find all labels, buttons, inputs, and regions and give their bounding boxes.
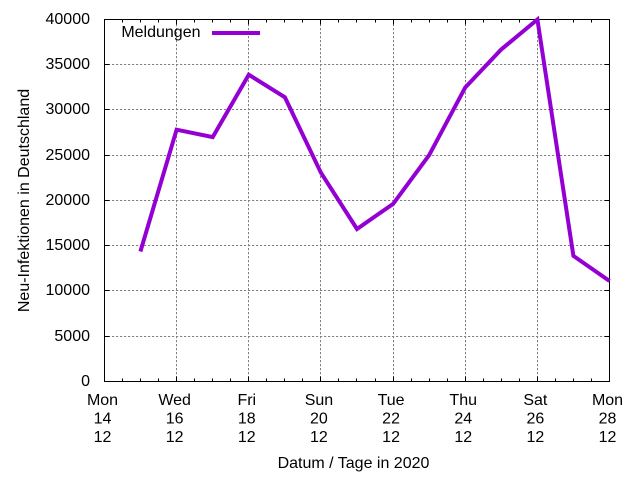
svg-text:12: 12 [310, 429, 328, 446]
svg-text:35000: 35000 [46, 56, 91, 73]
svg-text:25000: 25000 [46, 147, 91, 164]
svg-text:22: 22 [382, 411, 400, 428]
svg-text:Thu: Thu [449, 392, 477, 409]
svg-text:10000: 10000 [46, 282, 91, 299]
svg-text:12: 12 [454, 429, 472, 446]
svg-text:18: 18 [238, 411, 256, 428]
svg-text:12: 12 [94, 429, 112, 446]
svg-text:24: 24 [454, 411, 472, 428]
svg-text:12: 12 [599, 429, 617, 446]
svg-text:26: 26 [526, 411, 544, 428]
svg-text:12: 12 [238, 429, 256, 446]
svg-text:Neu-Infektionen in Deutschland: Neu-Infektionen in Deutschland [16, 89, 33, 312]
svg-text:40000: 40000 [46, 11, 91, 28]
svg-text:20: 20 [310, 411, 328, 428]
svg-text:Sun: Sun [305, 392, 333, 409]
svg-text:30000: 30000 [46, 101, 91, 118]
svg-text:5000: 5000 [54, 328, 90, 345]
svg-text:28: 28 [599, 411, 617, 428]
svg-text:12: 12 [166, 429, 184, 446]
svg-text:12: 12 [526, 429, 544, 446]
svg-text:Mon: Mon [592, 392, 623, 409]
svg-text:15000: 15000 [46, 237, 91, 254]
svg-text:0: 0 [81, 373, 90, 390]
svg-text:Wed: Wed [158, 392, 191, 409]
svg-text:Tue: Tue [378, 392, 405, 409]
svg-text:Meldungen: Meldungen [121, 24, 200, 41]
svg-text:Datum / Tage in 2020: Datum / Tage in 2020 [278, 455, 430, 472]
svg-text:Sat: Sat [523, 392, 548, 409]
svg-text:Mon: Mon [87, 392, 118, 409]
svg-text:16: 16 [166, 411, 184, 428]
svg-text:20000: 20000 [46, 192, 91, 209]
svg-text:Fri: Fri [237, 392, 256, 409]
svg-text:12: 12 [382, 429, 400, 446]
svg-text:14: 14 [94, 411, 112, 428]
